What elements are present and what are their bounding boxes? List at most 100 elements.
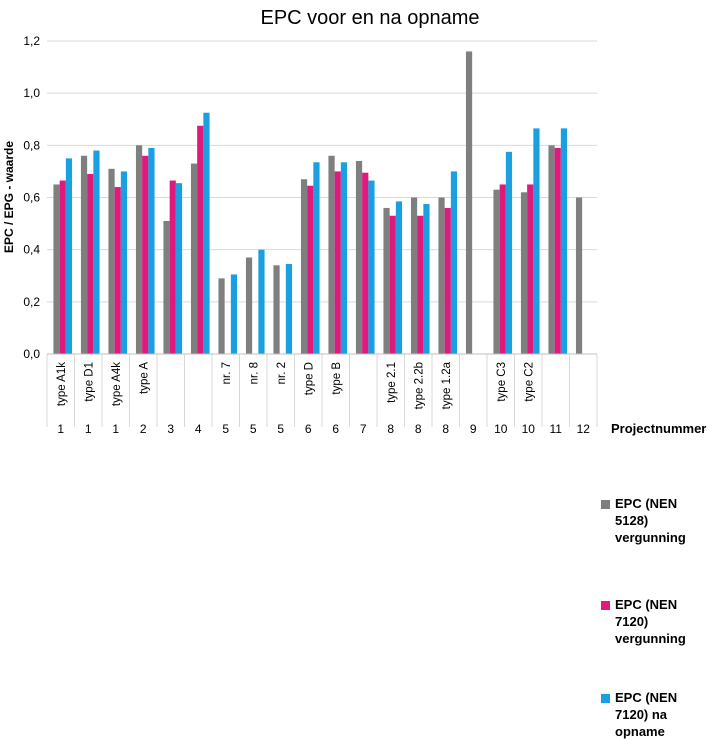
x-project-number: 1 (112, 422, 119, 436)
x-category-label: type A4k (111, 362, 123, 406)
y-tick-label: 0,6 (23, 191, 40, 205)
bar-series1 (135, 145, 143, 354)
x-project-number: 12 (577, 422, 591, 436)
bar-series3 (423, 204, 430, 354)
legend-item-nen5128-vergunning: EPC (NEN 5128) vergunning (601, 495, 707, 546)
legend-item-nen7120-vergunning: EPC (NEN 7120) vergunning (601, 596, 707, 647)
legend-label: EPC (NEN 7120) vergunning (615, 597, 686, 646)
bar-series1 (80, 155, 88, 354)
chart-title: EPC voor en na opname (260, 7, 479, 29)
bar-series2 (169, 180, 176, 354)
bar-series1 (575, 197, 583, 354)
bar-series3 (203, 112, 210, 355)
bar-series3 (65, 158, 73, 354)
bar-series1 (520, 192, 528, 354)
x-category-label: nr. 7 (221, 362, 233, 384)
bar-series2 (417, 215, 424, 354)
x-project-number: 6 (332, 422, 339, 436)
x-category-label: type 2.2b (413, 362, 425, 409)
bar-series1 (300, 179, 308, 354)
y-tick-label: 0,8 (23, 138, 40, 152)
bar-series3 (395, 201, 403, 354)
chart-plot: EPC voor en na opname EPC / EPG - waarde… (2, 7, 706, 436)
x-axis-label: Projectnummer (611, 421, 706, 436)
x-category-label: type A (138, 362, 150, 394)
x-category-label: type A1k (56, 362, 68, 406)
bar-series2 (197, 125, 204, 354)
bar-series3 (505, 151, 513, 354)
x-project-number: 6 (305, 422, 312, 436)
x-project-number: 1 (85, 422, 92, 436)
bar-series2 (554, 147, 561, 354)
x-category-label: type D1 (83, 362, 95, 402)
x-category-label: type B (331, 362, 343, 395)
bar-series3 (560, 128, 568, 354)
bar-series2 (362, 172, 369, 354)
bar-series3 (230, 274, 238, 354)
bar-series1 (383, 207, 390, 354)
y-tick-label: 0,0 (23, 347, 40, 361)
bar-series1 (548, 145, 555, 354)
x-project-number: 5 (277, 422, 284, 436)
x-project-number: 8 (442, 422, 449, 436)
y-axis-label: EPC / EPG - waarde (2, 141, 16, 253)
bar-series3 (450, 171, 458, 354)
bar-series1 (53, 184, 60, 354)
legend-item-nen7120-na-opname: EPC (NEN 7120) na opname (601, 689, 707, 740)
bar-series3 (285, 264, 293, 354)
bar-series1 (410, 197, 418, 354)
bar-series2 (307, 185, 314, 354)
bar-series1 (493, 189, 500, 354)
bar-series2 (59, 180, 66, 354)
x-project-number: 5 (222, 422, 229, 436)
x-category-label: nr. 2 (276, 362, 288, 384)
bar-series1 (245, 257, 253, 354)
legend-swatch-grey (601, 500, 610, 509)
bar-series2 (114, 187, 121, 354)
bar-series3 (533, 128, 540, 354)
x-project-number: 3 (167, 422, 174, 436)
bars-layer (53, 51, 583, 355)
legend-label: EPC (NEN 5128) vergunning (615, 496, 686, 545)
x-project-number: 8 (387, 422, 394, 436)
bar-series2 (499, 184, 506, 354)
bar-series2 (389, 215, 396, 354)
x-category-label: type 2.1 (386, 362, 398, 403)
x-project-number: 11 (550, 422, 563, 436)
x-project-number: 2 (140, 422, 147, 436)
bar-series1 (218, 278, 225, 354)
x-category-label: type C2 (523, 362, 535, 402)
x-project-number: 10 (494, 422, 508, 436)
legend-swatch-magenta (601, 601, 610, 610)
x-category-label: type C3 (496, 362, 508, 402)
grid-layer (47, 40, 597, 355)
bar-series2 (334, 171, 341, 354)
bar-series3 (258, 249, 265, 354)
y-tick-label: 0,2 (23, 295, 40, 309)
bar-series2 (87, 174, 94, 354)
bar-series2 (527, 184, 534, 354)
bar-series1 (190, 163, 198, 354)
x-category-label: nr. 8 (248, 362, 260, 384)
x-project-number: 8 (415, 422, 422, 436)
y-tick-label: 0,4 (23, 243, 40, 257)
bar-series1 (438, 197, 445, 354)
bar-series3 (93, 150, 100, 354)
legend-label: EPC (NEN 7120) na opname (615, 690, 678, 739)
x-category-label: type 1.2a (441, 361, 453, 409)
bar-series3 (340, 162, 348, 354)
bar-series1 (108, 168, 115, 354)
x-project-number: 9 (470, 422, 477, 436)
x-project-number: 5 (250, 422, 257, 436)
chart-container: EPC voor en na opname EPC / EPG - waarde… (2, 7, 706, 739)
bar-series2 (142, 155, 149, 354)
bar-series1 (273, 265, 280, 354)
x-category-label: type D (303, 362, 315, 395)
bar-series1 (163, 220, 170, 354)
bar-series1 (328, 155, 335, 354)
bar-series3 (368, 180, 375, 354)
bar-series3 (148, 147, 155, 354)
bar-series1 (355, 160, 363, 354)
legend-swatch-blue (601, 694, 610, 703)
